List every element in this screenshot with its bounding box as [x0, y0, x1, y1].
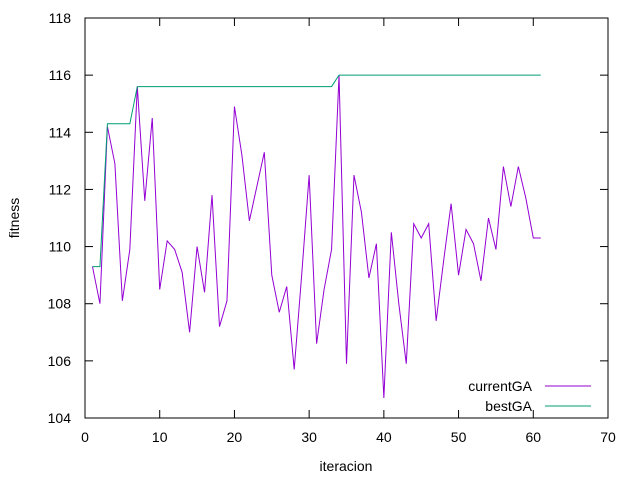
legend-label-bestGA: bestGA [485, 398, 532, 414]
y-axis-label: fitness [6, 198, 22, 238]
x-tick-label: 0 [81, 429, 89, 445]
y-tick-label: 114 [49, 124, 72, 140]
series-line-currentGA [91, 75, 541, 399]
x-tick-label: 40 [376, 429, 392, 445]
x-tick-label: 60 [525, 429, 541, 445]
y-tick-label: 116 [49, 67, 72, 83]
legend: currentGA bestGA [468, 378, 591, 414]
series-line-bestGA [92, 74, 541, 268]
ticks-layer: 0 10 20 30 40 50 60 70 104 106 108 110 112 114 116 118 [48, 10, 616, 445]
y-tick-label: 118 [49, 10, 72, 26]
y-tick-label: 106 [48, 353, 72, 369]
x-tick-label: 30 [301, 429, 317, 445]
x-tick-label: 20 [227, 429, 243, 445]
x-axis-label: iteracion [320, 458, 373, 474]
x-tick-label: 70 [600, 429, 616, 445]
y-tick-label: 112 [49, 181, 72, 197]
x-tick-label: 50 [451, 429, 467, 445]
plot-frame [84, 17, 609, 419]
series-layer [91, 74, 541, 399]
y-tick-label: 108 [48, 296, 72, 312]
x-tick-label: 10 [152, 429, 168, 445]
y-tick-label: 104 [48, 410, 72, 426]
legend-label-currentGA: currentGA [468, 378, 532, 394]
y-tick-label: 110 [49, 239, 72, 255]
